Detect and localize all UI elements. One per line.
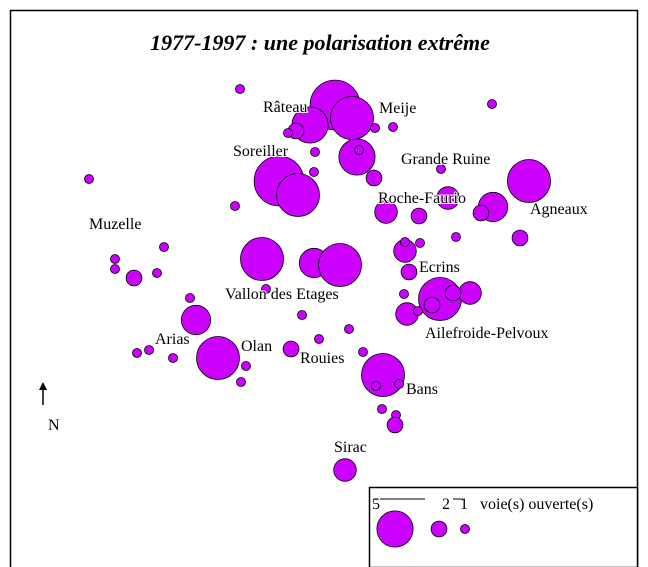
north-label: N [48, 417, 60, 434]
place-label: Roche-Faurio [378, 190, 466, 207]
legend-size-label: 1 [460, 496, 468, 513]
route-symbol [333, 458, 357, 482]
route-symbol [371, 381, 381, 391]
route-symbol [240, 237, 284, 281]
place-label: Soreiller [233, 143, 289, 160]
place-label: Agneaux [530, 201, 588, 218]
route-symbol [84, 174, 94, 184]
route-symbol [370, 123, 380, 133]
route-symbol [144, 345, 154, 355]
route-symbol [400, 237, 410, 247]
legend-symbol [460, 524, 470, 534]
place-label: Grande Ruine [401, 151, 490, 168]
north-arrow-head [39, 382, 47, 390]
route-symbol [314, 334, 324, 344]
place-label: Rouies [300, 350, 344, 367]
route-symbol [309, 167, 319, 177]
legend-size-label: 5 [372, 496, 380, 513]
route-symbol [399, 289, 409, 299]
route-symbol [110, 264, 120, 274]
route-symbol [451, 232, 461, 242]
route-symbol [423, 296, 441, 314]
place-label: Muzelle [89, 216, 141, 233]
route-symbol [415, 238, 425, 248]
route-symbol [358, 347, 368, 357]
route-symbol [159, 242, 169, 252]
place-label: Arias [155, 331, 190, 348]
place-label: Olan [241, 338, 272, 355]
route-symbol [410, 207, 428, 225]
legend-size-label: 2 [442, 496, 450, 513]
route-symbol [180, 304, 212, 336]
route-symbol [436, 164, 446, 174]
route-symbol [283, 128, 293, 138]
place-label: Râteau [263, 99, 307, 116]
route-symbol [152, 268, 162, 278]
place-label: Meije [379, 100, 416, 117]
route-symbol [261, 284, 271, 294]
route-symbol [185, 293, 195, 303]
symbols [84, 79, 551, 482]
route-symbol [400, 263, 418, 281]
route-symbol [297, 310, 307, 320]
place-label: Sirac [334, 439, 367, 456]
route-symbol [236, 377, 246, 387]
route-symbol [394, 379, 404, 389]
route-symbol [125, 269, 143, 287]
route-symbol [365, 169, 383, 187]
route-symbol [318, 243, 362, 287]
route-symbol [458, 281, 482, 305]
route-symbol [276, 173, 320, 217]
route-symbol [230, 201, 240, 211]
place-label: Ecrins [419, 259, 460, 276]
legend-unit: voie(s) ouverte(s) [480, 496, 593, 513]
legend-symbol [376, 510, 414, 548]
place-label: Ailefroide-Pelvoux [425, 325, 549, 342]
route-symbol [110, 254, 120, 264]
route-symbol [241, 361, 251, 371]
route-symbol [361, 353, 405, 397]
place-label: Vallon des Etages [225, 286, 339, 303]
place-label: Bans [406, 381, 438, 398]
route-symbol [374, 200, 398, 224]
route-symbol [344, 324, 354, 334]
route-symbol [436, 186, 460, 210]
route-symbol [472, 204, 490, 222]
route-symbol [444, 284, 462, 302]
route-symbol [132, 348, 142, 358]
route-symbol [388, 122, 398, 132]
map-title: 1977-1997 : une polarisation extrême [150, 30, 490, 55]
route-symbol [487, 99, 497, 109]
route-symbol [330, 96, 374, 140]
route-symbol [377, 404, 387, 414]
route-symbol [235, 84, 245, 94]
route-symbol [310, 147, 320, 157]
legend-box [368, 486, 639, 567]
route-symbol [282, 340, 300, 358]
route-symbol [413, 306, 423, 316]
route-symbol [168, 353, 178, 363]
legend-symbol [430, 520, 448, 538]
route-symbol [338, 138, 376, 176]
route-symbol [386, 416, 404, 434]
route-symbol [354, 145, 364, 155]
route-symbol [507, 159, 551, 203]
route-symbol [196, 336, 240, 380]
route-symbol [511, 229, 529, 247]
